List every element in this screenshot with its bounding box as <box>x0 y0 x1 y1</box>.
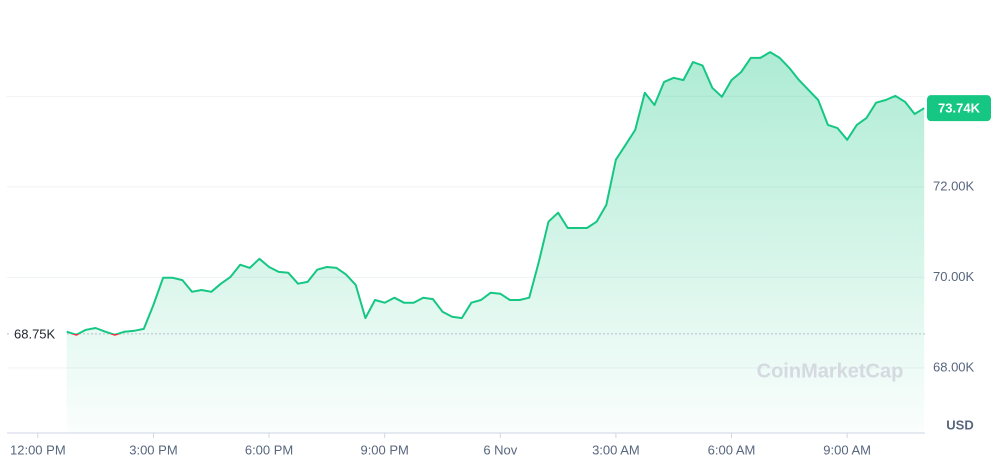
x-tick-label: 9:00 PM <box>360 442 408 457</box>
plot <box>7 51 925 433</box>
watermark: CoinMarketCap <box>757 360 904 382</box>
y-tick-label: 70.00K <box>933 269 975 284</box>
baseline-label-bg <box>10 324 66 343</box>
x-tick-label: 6 Nov <box>483 442 517 457</box>
baseline-label: 68.75K <box>14 326 56 341</box>
price-area <box>66 52 925 433</box>
x-tick-label: 12:00 PM <box>10 442 66 457</box>
x-tick-label: 9:00 AM <box>823 442 871 457</box>
y-tick-label: 68.00K <box>933 359 975 374</box>
x-tick-label: 6:00 PM <box>245 442 293 457</box>
y-tick-label: 72.00K <box>933 178 975 193</box>
labels: 68.00K 70.00K 72.00K 12:00 PM 3:00 PM 6:00 PM… <box>10 95 991 457</box>
x-tick-label: 3:00 AM <box>592 442 640 457</box>
x-tick-label: 6:00 AM <box>708 442 756 457</box>
price-line <box>66 51 925 336</box>
last-price-badge <box>927 95 991 122</box>
last-price-label: 73.74K <box>938 101 981 116</box>
unit-label: USD <box>946 417 973 432</box>
x-tick-label: 3:00 PM <box>129 442 177 457</box>
